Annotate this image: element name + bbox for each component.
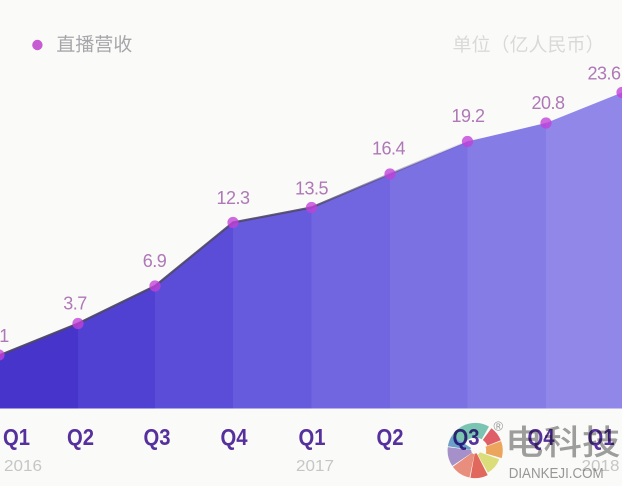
svg-text:Q1: Q1 — [3, 424, 30, 450]
svg-text:20.8: 20.8 — [531, 93, 565, 113]
svg-text:12.3: 12.3 — [216, 188, 250, 208]
svg-text:2017: 2017 — [296, 458, 334, 475]
svg-text:Q4: Q4 — [221, 424, 248, 450]
svg-text:®: ® — [494, 419, 504, 434]
svg-text:2018: 2018 — [582, 458, 620, 475]
svg-text:Q1: Q1 — [299, 424, 326, 450]
svg-text:DIANKEJI.COM: DIANKEJI.COM — [509, 465, 604, 482]
svg-text:Q3: Q3 — [144, 424, 171, 450]
svg-text:23.6: 23.6 — [587, 64, 621, 84]
svg-text:13.5: 13.5 — [295, 179, 329, 199]
svg-text:2016: 2016 — [4, 458, 42, 475]
svg-text:6.9: 6.9 — [143, 251, 167, 271]
svg-text:3.7: 3.7 — [63, 294, 87, 314]
svg-text:1.1: 1.1 — [0, 326, 9, 346]
svg-text:16.4: 16.4 — [372, 139, 406, 159]
svg-text:19.2: 19.2 — [451, 106, 485, 126]
svg-text:Q2: Q2 — [377, 424, 404, 450]
svg-text:Q2: Q2 — [67, 424, 94, 450]
